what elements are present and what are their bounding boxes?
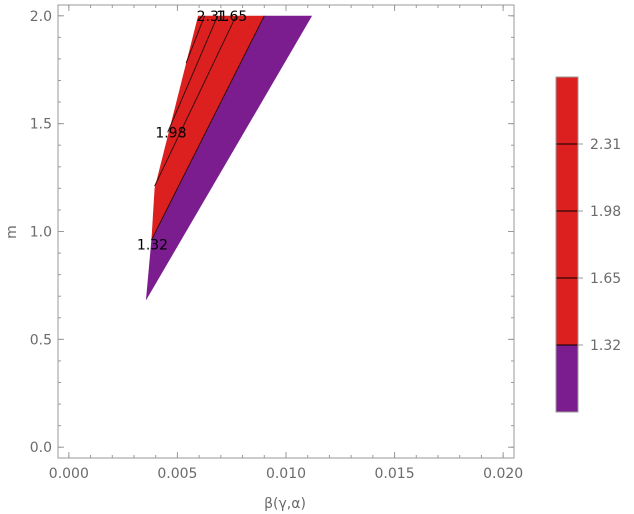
y-tick-label: 2.0 [30,9,52,25]
x-tick-label: 0.020 [483,466,523,482]
contour-label-2-31: 2.31 [197,9,228,25]
plot-frame [57,4,515,459]
color-legend: 1.32 1.65 1.98 2.31 [555,76,621,413]
legend-tick-label: 1.32 [590,338,621,354]
y-tick-label: 1.0 [30,225,52,241]
contour-line-1-65 [154,15,237,187]
contour-label-1-65: 1.65 [216,9,247,25]
x-tick-label: 0.015 [375,466,415,482]
legend-tick-label: 2.31 [590,137,621,153]
y-axis-label: m [4,225,20,239]
x-tick-label: 0.000 [49,466,89,482]
x-tick-label: 0.010 [266,466,306,482]
legend-tick-label: 1.65 [590,271,621,287]
contour-region-2 [145,15,313,301]
legend-band-1 [556,345,578,412]
contour-label-1-98: 1.98 [155,125,186,141]
x-axis-label: β(γ,α) [264,496,306,512]
contour-line-1-32 [150,15,265,241]
contour-line-1-98 [167,15,219,133]
contour-label-1-32: 1.32 [137,237,168,253]
x-tick-label: 0.005 [157,466,197,482]
y-tick-label: 0.5 [30,332,52,348]
y-tick-label: 0.0 [30,440,52,456]
contour-line-2-31 [185,15,206,64]
plot-area: 2.311.651.981.320.000 0.005 0.010 0.015 0.02… [30,4,523,482]
legend-tick-label: 1.98 [590,204,621,220]
y-tick-label: 1.5 [30,117,52,133]
legend-frame [555,76,579,413]
